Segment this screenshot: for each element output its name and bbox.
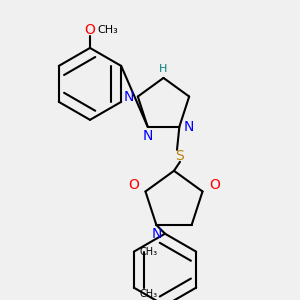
Text: H: H [159,64,168,74]
Text: O: O [128,178,139,193]
Text: CH₃: CH₃ [98,25,118,35]
Text: CH₃: CH₃ [140,289,158,298]
Text: O: O [85,23,95,37]
Text: N: N [142,129,153,143]
Text: O: O [209,178,220,193]
Text: N: N [183,120,194,134]
Text: N: N [124,89,134,103]
Text: S: S [176,149,184,163]
Text: N: N [151,227,162,241]
Text: CH₃: CH₃ [140,247,158,257]
